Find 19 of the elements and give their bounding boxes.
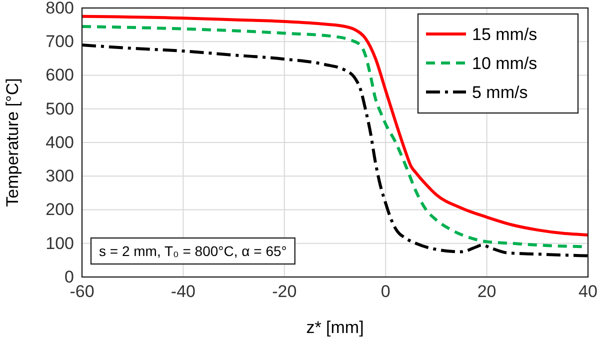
x-tick-label: 40: [578, 282, 598, 302]
y-tick-label: 500: [46, 99, 74, 118]
y-tick-label: 800: [46, 0, 74, 18]
y-tick-label: 100: [46, 234, 74, 253]
y-tick-label: 700: [46, 32, 74, 52]
x-tick-label: 0: [380, 282, 390, 302]
legend-label: 10 mm/s: [472, 54, 538, 73]
y-tick-label: 400: [46, 132, 74, 152]
x-tick-label: 20: [477, 282, 496, 302]
annotation: s = 2 mm, T₀ = 800°C, α = 65°: [99, 243, 287, 259]
y-axis-title: Temperature [°C]: [3, 78, 22, 207]
x-axis-title: z* [mm]: [306, 318, 364, 337]
y-tick-label: 600: [46, 66, 74, 85]
x-tick-label: -20: [272, 282, 297, 302]
legend-label: 5 mm/s: [472, 83, 528, 102]
legend-label: 15 mm/s: [472, 25, 538, 44]
y-tick-label: 200: [46, 200, 74, 220]
y-tick-label: 300: [46, 166, 74, 186]
x-tick-label: -40: [170, 282, 196, 302]
